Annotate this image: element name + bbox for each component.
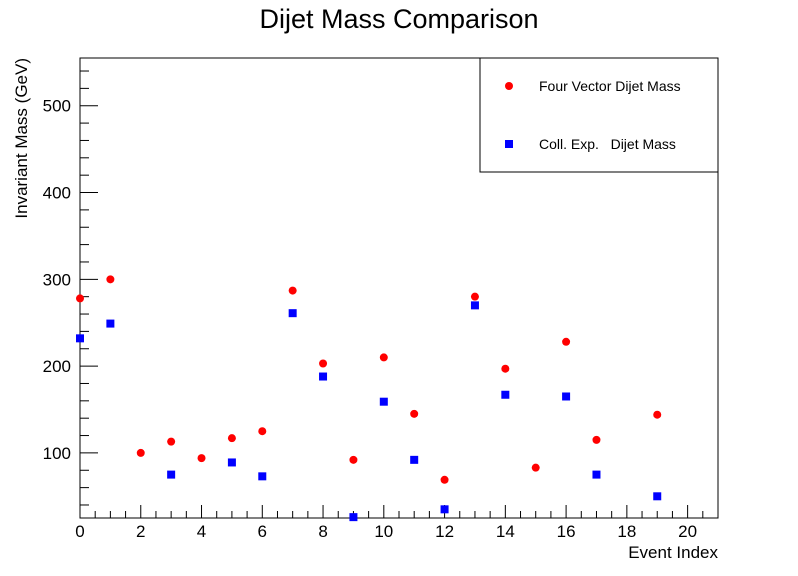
- four-vector-point: [258, 427, 267, 436]
- x-tick-label: 2: [136, 522, 145, 541]
- x-tick-label: 4: [197, 522, 206, 541]
- x-tick-label: 14: [496, 522, 515, 541]
- four-vector-point: [470, 292, 479, 301]
- x-tick-label: 0: [75, 522, 84, 541]
- coll-exp-point: [227, 458, 236, 467]
- coll-exp-point: [258, 472, 267, 481]
- four-vector-point: [197, 454, 206, 463]
- coll-exp-point: [288, 309, 297, 318]
- four-vector-point: [653, 410, 662, 419]
- coll-exp-point: [379, 397, 388, 406]
- legend-marker-coll-exp: [505, 140, 513, 148]
- x-tick-label: 16: [557, 522, 576, 541]
- legend: Four Vector Dijet Mass Coll. Exp. Dijet …: [479, 57, 719, 173]
- coll-exp-point: [76, 334, 84, 343]
- x-tick-label: 12: [435, 522, 454, 541]
- coll-exp-point: [167, 470, 176, 479]
- y-tick-label: 500: [43, 97, 71, 116]
- four-vector-point: [288, 286, 297, 295]
- x-tick-label: 20: [678, 522, 697, 541]
- x-tick-label: 6: [258, 522, 267, 541]
- four-vector-point: [76, 294, 84, 303]
- coll-exp-point: [592, 470, 601, 479]
- coll-exp-point: [106, 319, 115, 328]
- four-vector-point: [379, 353, 388, 362]
- four-vector-point: [227, 434, 236, 443]
- y-axis-label: Invariant Mass (GeV): [12, 58, 31, 219]
- four-vector-point: [167, 437, 176, 446]
- chart-title: Dijet Mass Comparison: [259, 4, 538, 34]
- coll-exp-point: [410, 455, 419, 464]
- coll-exp-point: [653, 492, 662, 501]
- legend-label-four-vector: Four Vector Dijet Mass: [539, 78, 681, 94]
- y-tick-label: 300: [43, 270, 71, 289]
- y-axis: 100 200 300 400 500: [43, 70, 98, 506]
- four-vector-point: [592, 435, 601, 444]
- four-vector-point: [136, 448, 145, 457]
- y-tick-label: 200: [43, 357, 71, 376]
- four-vector-point: [319, 359, 328, 368]
- y-tick-label: 400: [43, 184, 71, 203]
- x-axis-label: Event Index: [628, 543, 718, 562]
- four-vector-point: [501, 364, 510, 373]
- coll-exp-point: [501, 390, 510, 399]
- four-vector-point: [440, 475, 449, 484]
- four-vector-point: [410, 409, 419, 418]
- x-tick-label: 8: [318, 522, 327, 541]
- coll-exp-point: [470, 301, 479, 310]
- x-tick-label: 18: [617, 522, 636, 541]
- y-tick-label: 100: [43, 444, 71, 463]
- legend-label-coll-exp: Coll. Exp. Dijet Mass: [539, 136, 676, 152]
- x-tick-label: 10: [374, 522, 393, 541]
- four-vector-point: [349, 455, 358, 464]
- coll-exp-point: [562, 392, 571, 401]
- four-vector-point: [562, 337, 571, 346]
- coll-exp-point: [440, 505, 449, 514]
- four-vector-point: [106, 275, 115, 284]
- data-points: [76, 275, 662, 522]
- legend-box: [479, 57, 719, 173]
- four-vector-point: [531, 463, 540, 472]
- coll-exp-point: [349, 513, 358, 522]
- x-axis: 0 2 4 6 8 10 12 14 16 18 20: [75, 505, 719, 541]
- legend-marker-four-vector: [505, 82, 513, 90]
- coll-exp-point: [319, 372, 328, 381]
